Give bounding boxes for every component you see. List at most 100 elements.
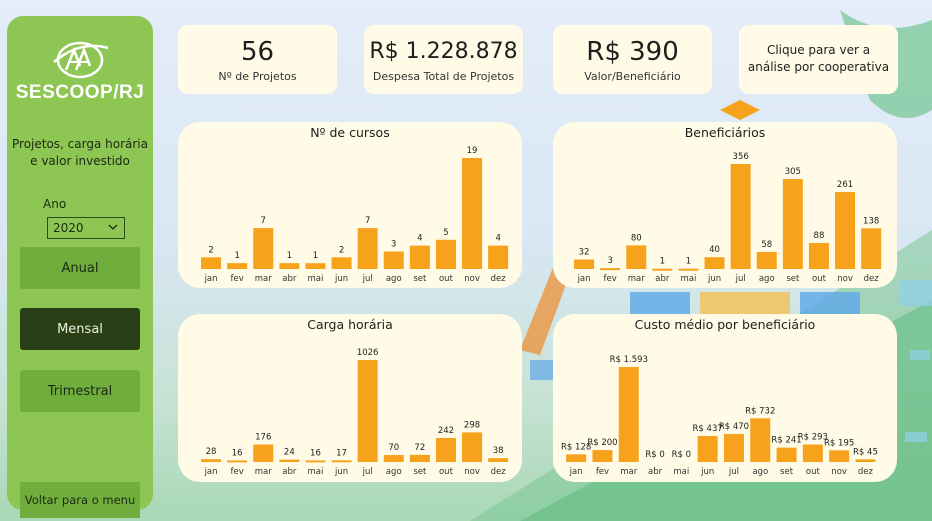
bar-jan[interactable] [201, 459, 222, 462]
x-tick-abr: abr [282, 274, 297, 284]
data-label-abr: 24 [284, 448, 295, 458]
x-tick-mar: mar [620, 467, 637, 477]
bar-jul[interactable] [357, 228, 378, 269]
bar-mar[interactable] [626, 245, 647, 269]
data-label-dez: 38 [493, 446, 504, 456]
bar-jul[interactable] [357, 360, 378, 462]
x-tick-mai: mai [681, 274, 697, 284]
bar-nov[interactable] [462, 432, 483, 462]
year-dropdown[interactable]: 2020 [47, 217, 125, 239]
bar-fev[interactable] [227, 460, 248, 463]
chart-title: Custo médio por beneficiário [634, 317, 816, 332]
x-tick-abr: abr [282, 467, 297, 477]
x-tick-set: set [413, 274, 427, 284]
x-tick-jan: jan [577, 274, 591, 284]
bar-abr[interactable] [279, 263, 300, 269]
x-tick-jan: jan [569, 467, 583, 477]
x-tick-out: out [806, 467, 821, 477]
bar-jun[interactable] [331, 460, 352, 463]
data-label-nov: 298 [464, 420, 480, 430]
chevron-down-icon [108, 224, 118, 230]
bar-out[interactable] [808, 243, 829, 269]
beneficiaries-chart-card: Beneficiários 32 jan 3 fev 80 mar 1 abr 1 mai 40 ju… [553, 122, 897, 288]
chart-title: Carga horária [307, 317, 393, 332]
bar-fev[interactable] [227, 263, 248, 269]
bar-nov[interactable] [462, 158, 483, 269]
bar-jun[interactable] [331, 257, 352, 269]
data-label-mai: R$ 0 [672, 450, 691, 460]
bar-dez[interactable] [488, 245, 509, 269]
bar-dez[interactable] [861, 228, 882, 269]
data-label-ago: 70 [388, 443, 399, 453]
bar-out[interactable] [802, 444, 823, 462]
x-tick-mar: mar [628, 274, 645, 284]
data-label-ago: 3 [391, 239, 396, 249]
bar-jan[interactable] [566, 454, 587, 462]
kpi-per-beneficiary-label: Valor/Beneficiário [584, 70, 681, 83]
x-tick-ago: ago [386, 274, 402, 284]
bar-abr[interactable] [652, 268, 673, 271]
x-tick-set: set [413, 467, 427, 477]
bar-mai[interactable] [678, 268, 699, 271]
data-label-set: R$ 241 [771, 436, 801, 446]
bar-dez[interactable] [855, 459, 876, 462]
bar-ago[interactable] [383, 455, 404, 462]
avg-cost-chart-card: Custo médio por beneficiário R$ 128 jan R$… [553, 314, 897, 482]
courses-bar-chart: 2 jan 1 fev 7 mar 1 abr 1 mai 2 jun 7 jul 3 ago 4 set 5 out… [201, 146, 509, 284]
kpi-projects-label: Nº de Projetos [218, 70, 297, 83]
bar-set[interactable] [409, 454, 430, 462]
bar-mai[interactable] [305, 263, 326, 269]
chart-title: Nº de cursos [310, 125, 390, 140]
data-label-dez: 4 [495, 234, 500, 244]
x-tick-mai: mai [673, 467, 689, 477]
bar-dez[interactable] [488, 458, 509, 462]
bar-set[interactable] [776, 447, 797, 462]
data-label-mar: 7 [261, 216, 266, 226]
data-label-jul: 356 [733, 152, 749, 162]
x-tick-jul: jul [735, 274, 746, 284]
x-tick-fev: fev [604, 274, 617, 284]
bar-jun[interactable] [697, 435, 718, 462]
bar-mar[interactable] [253, 444, 274, 462]
data-label-mar: 176 [255, 433, 271, 443]
data-label-set: 305 [785, 167, 801, 177]
bar-abr[interactable] [279, 459, 300, 462]
avg-cost-bar-chart: R$ 128 jan R$ 200 fev R$ 1.593 mar R$ 0 abr R$ 0… [561, 355, 878, 477]
bar-ago[interactable] [756, 251, 777, 269]
monthly-button[interactable]: Mensal [20, 308, 140, 350]
kpi-projects-card: 56 Nº de Projetos [178, 25, 337, 94]
bar-fev[interactable] [592, 450, 613, 462]
bar-nov[interactable] [829, 450, 850, 462]
bar-mai[interactable] [305, 460, 326, 463]
bar-fev[interactable] [600, 268, 621, 271]
kpi-expense-label: Despesa Total de Projetos [372, 70, 515, 83]
sescoop-logo-icon [53, 41, 109, 79]
bar-jul[interactable] [730, 164, 751, 269]
x-tick-fev: fev [231, 467, 244, 477]
x-tick-jun: jun [334, 274, 348, 284]
bar-jan[interactable] [201, 257, 222, 269]
bar-mar[interactable] [618, 367, 639, 462]
annual-button[interactable]: Anual [20, 247, 140, 289]
bar-mar[interactable] [253, 228, 274, 269]
cooperative-analysis-link[interactable]: Clique para ver a análise por cooperativ… [739, 25, 898, 94]
back-to-menu-button[interactable]: Voltar para o menu [20, 482, 140, 518]
data-label-ago: 58 [761, 240, 772, 250]
kpi-expense-value: R$ 1.228.878 [369, 39, 518, 64]
bar-ago[interactable] [750, 418, 771, 462]
bar-jul[interactable] [723, 433, 744, 462]
x-tick-ago: ago [386, 467, 402, 477]
bar-out[interactable] [435, 239, 456, 269]
bar-set[interactable] [782, 179, 803, 269]
bar-ago[interactable] [383, 251, 404, 269]
bar-jun[interactable] [704, 257, 725, 269]
bar-nov[interactable] [835, 192, 856, 269]
quarterly-button[interactable]: Trimestral [20, 370, 140, 412]
brand-logo: SESCOOP/RJ [7, 36, 153, 104]
data-label-nov: 19 [467, 146, 478, 156]
beneficiaries-bar-chart: 32 jan 3 fev 80 mar 1 abr 1 mai 40 jun 356 jul 58 ago 30… [574, 152, 882, 284]
bar-set[interactable] [409, 245, 430, 269]
kpi-per-beneficiary-value: R$ 390 [586, 37, 679, 67]
bar-jan[interactable] [574, 259, 595, 269]
bar-out[interactable] [435, 437, 456, 462]
